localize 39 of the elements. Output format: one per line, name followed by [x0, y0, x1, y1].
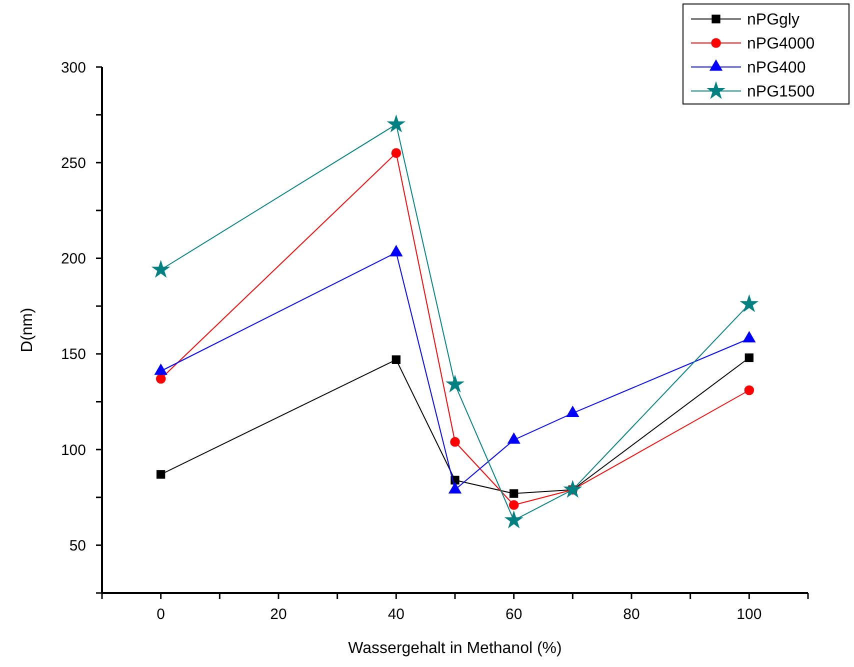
point	[390, 244, 403, 256]
y-tick-label: 200	[60, 250, 86, 268]
x-tick-label: 20	[270, 606, 287, 623]
x-axis-title: Wassergehalt in Methanol (%)	[348, 640, 562, 657]
x-tick-label: 60	[505, 606, 522, 623]
x-tick-label: 80	[623, 606, 640, 623]
point	[744, 385, 754, 396]
legend-label: nPG1500	[747, 84, 815, 101]
point	[740, 294, 759, 312]
point	[450, 437, 460, 447]
point	[508, 500, 519, 510]
point	[391, 148, 402, 158]
y-tick-label: 250	[60, 154, 86, 172]
point	[392, 355, 400, 364]
point	[156, 470, 166, 479]
point	[446, 374, 464, 393]
point	[386, 114, 406, 132]
y-tick-label: 100	[60, 442, 86, 459]
point	[448, 482, 462, 494]
point	[742, 331, 756, 342]
legend-label: nPGgly	[747, 12, 800, 29]
legend-label: nPG4000	[747, 36, 815, 53]
point	[507, 432, 520, 444]
point	[510, 489, 518, 498]
point	[154, 364, 168, 375]
point	[563, 480, 582, 498]
x-tick-label: 0	[156, 606, 166, 623]
point	[151, 260, 170, 278]
y-tick-label: 50	[69, 537, 86, 554]
x-tick-label: 40	[388, 606, 405, 623]
point	[566, 406, 580, 418]
legend-label: nPG400	[747, 60, 806, 77]
y-axis-title: D(nm)	[19, 308, 36, 352]
point	[156, 374, 166, 384]
point	[504, 510, 524, 528]
y-tick-label: 150	[60, 346, 86, 364]
point	[744, 353, 754, 362]
x-tick-label: 100	[736, 606, 762, 623]
y-tick-label: 300	[60, 59, 86, 76]
